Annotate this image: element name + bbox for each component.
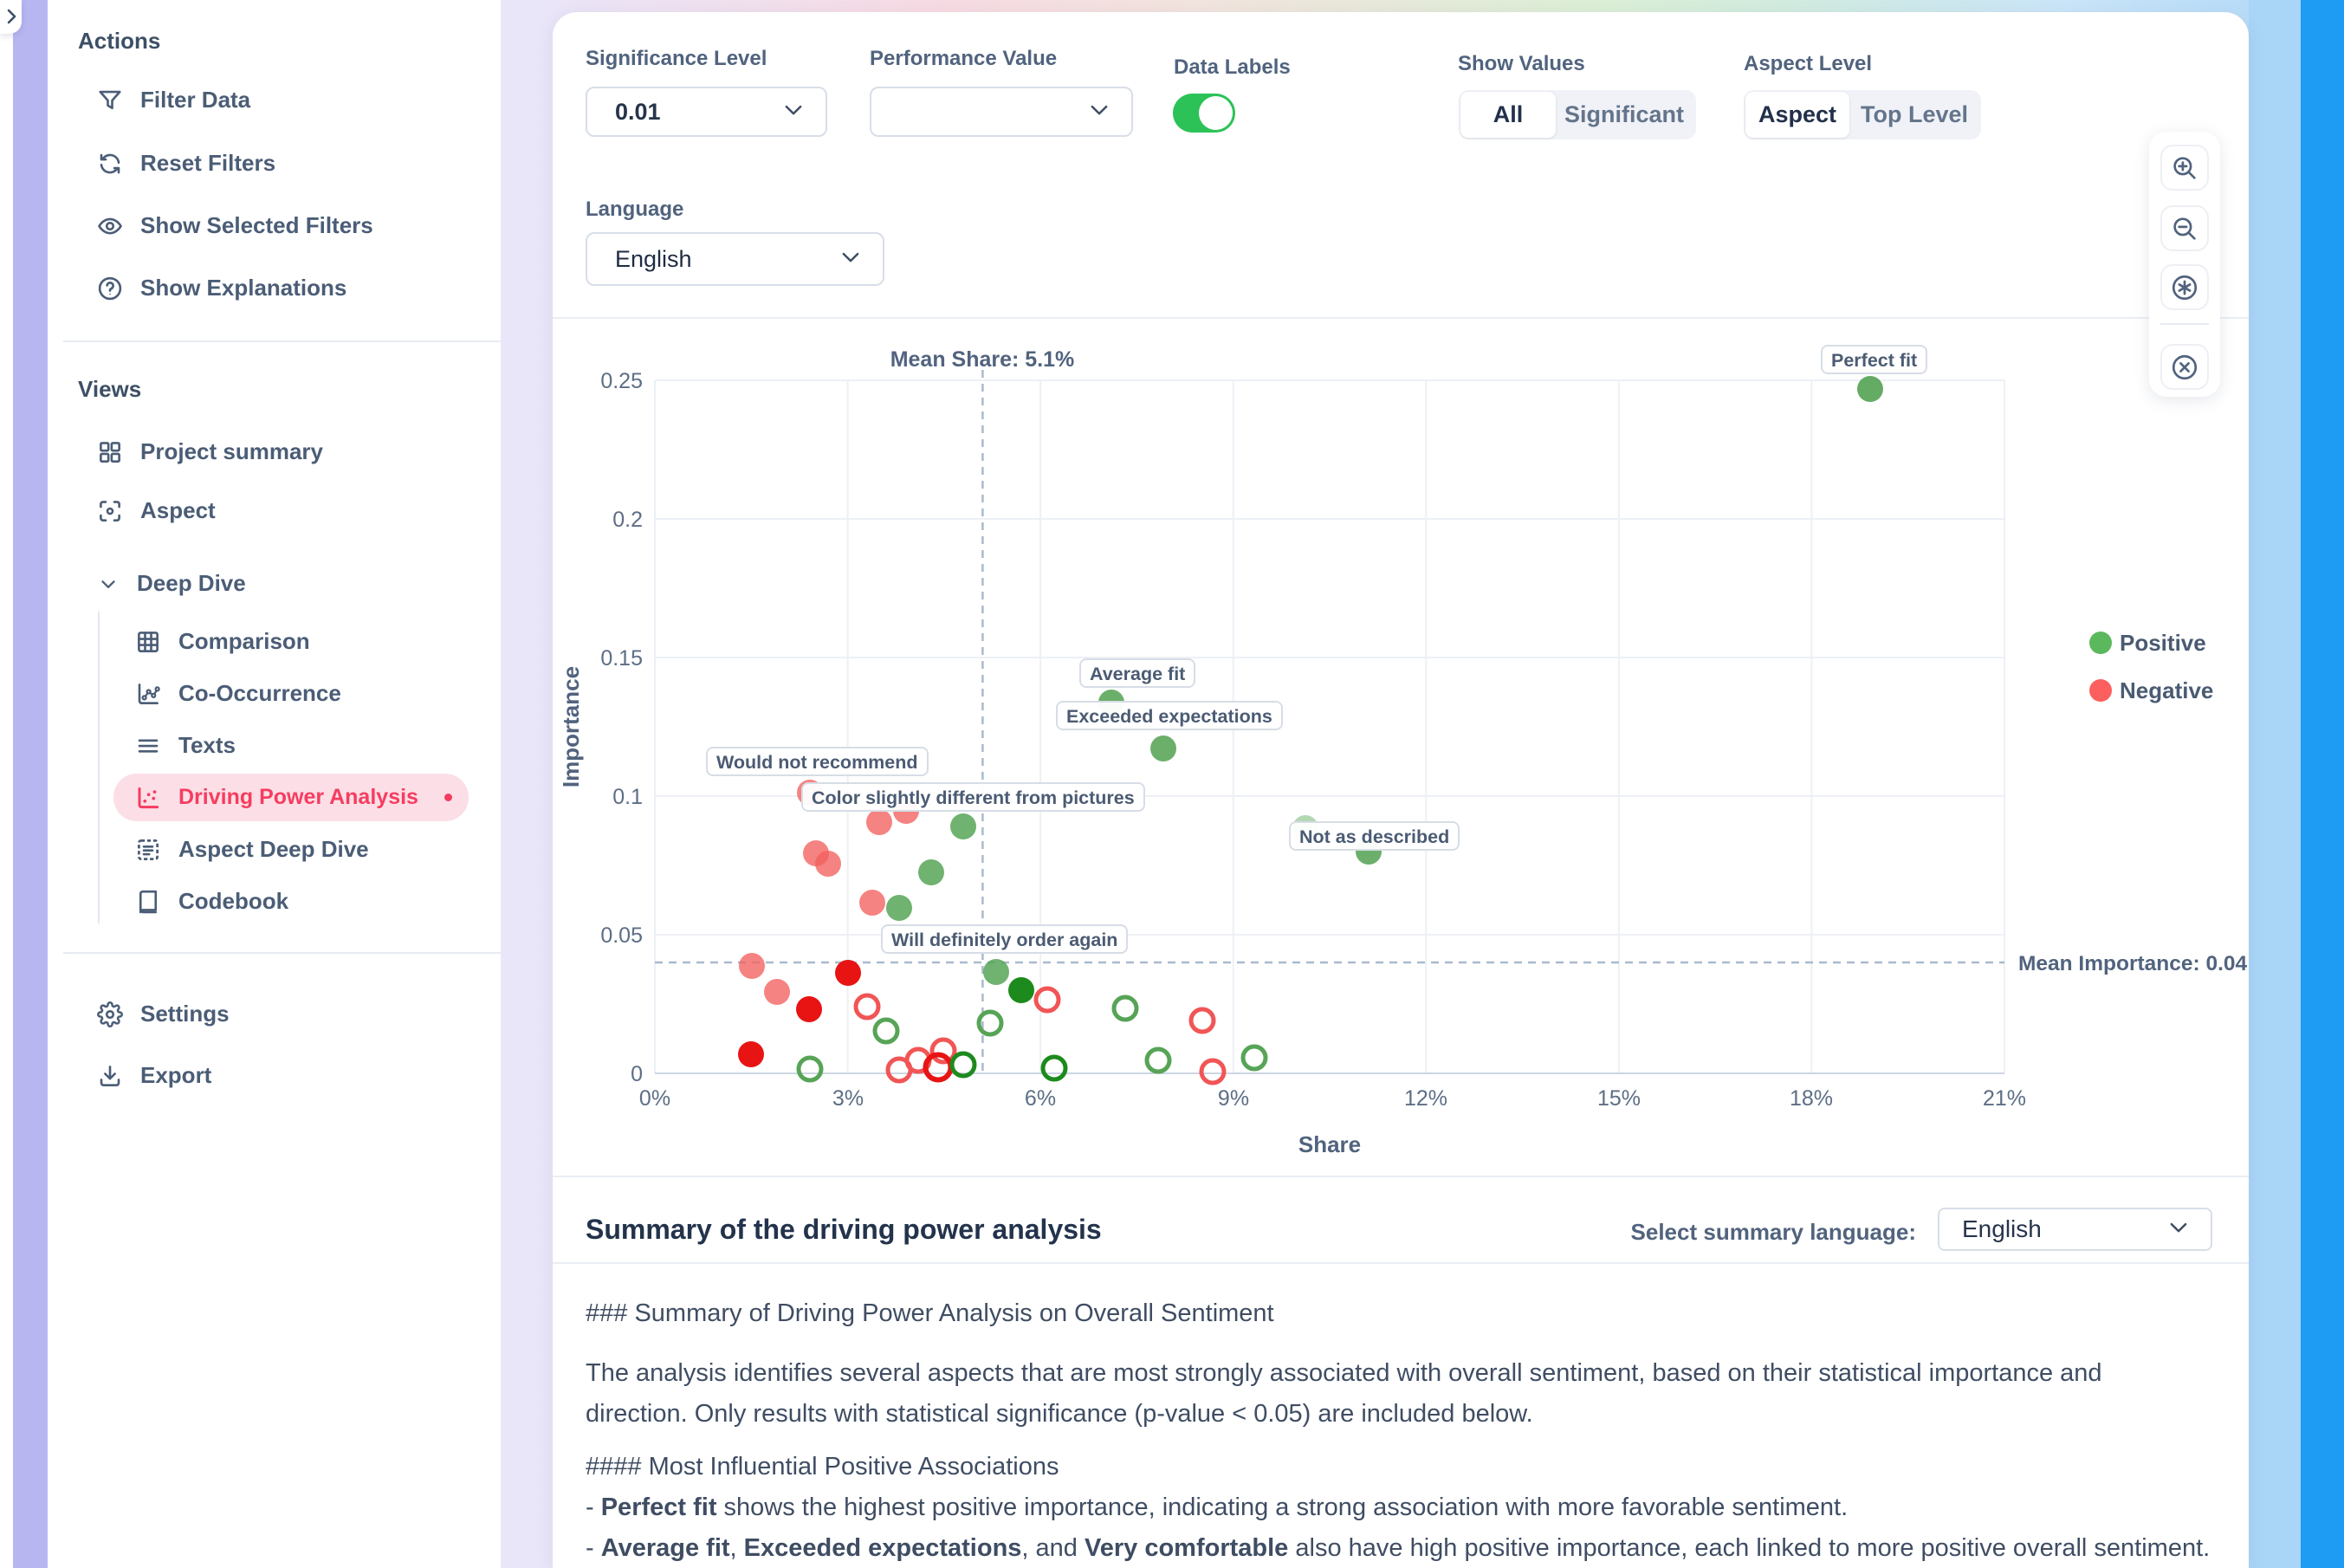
svg-text:21%: 21% <box>1983 1086 2026 1111</box>
svg-text:0.1: 0.1 <box>612 785 643 809</box>
svg-text:Negative: Negative <box>2120 677 2213 703</box>
svg-text:0: 0 <box>631 1062 643 1086</box>
svg-text:Share: Share <box>1298 1131 1361 1157</box>
svg-text:9%: 9% <box>1218 1086 1249 1111</box>
svg-text:15%: 15% <box>1597 1086 1641 1111</box>
svg-text:12%: 12% <box>1404 1086 1447 1111</box>
svg-text:0.2: 0.2 <box>612 508 643 532</box>
svg-text:Mean Importance: 0.04: Mean Importance: 0.04 <box>2018 952 2248 975</box>
svg-text:Mean Share: 5.1%: Mean Share: 5.1% <box>890 347 1075 372</box>
svg-text:0.15: 0.15 <box>600 646 643 671</box>
svg-text:Importance: Importance <box>558 666 584 787</box>
svg-text:Positive: Positive <box>2120 630 2206 656</box>
svg-text:18%: 18% <box>1790 1086 1833 1111</box>
svg-text:6%: 6% <box>1025 1086 1056 1111</box>
svg-text:0.05: 0.05 <box>600 923 643 948</box>
svg-text:0.25: 0.25 <box>600 369 643 393</box>
svg-text:3%: 3% <box>832 1086 864 1111</box>
svg-text:0%: 0% <box>639 1086 670 1111</box>
